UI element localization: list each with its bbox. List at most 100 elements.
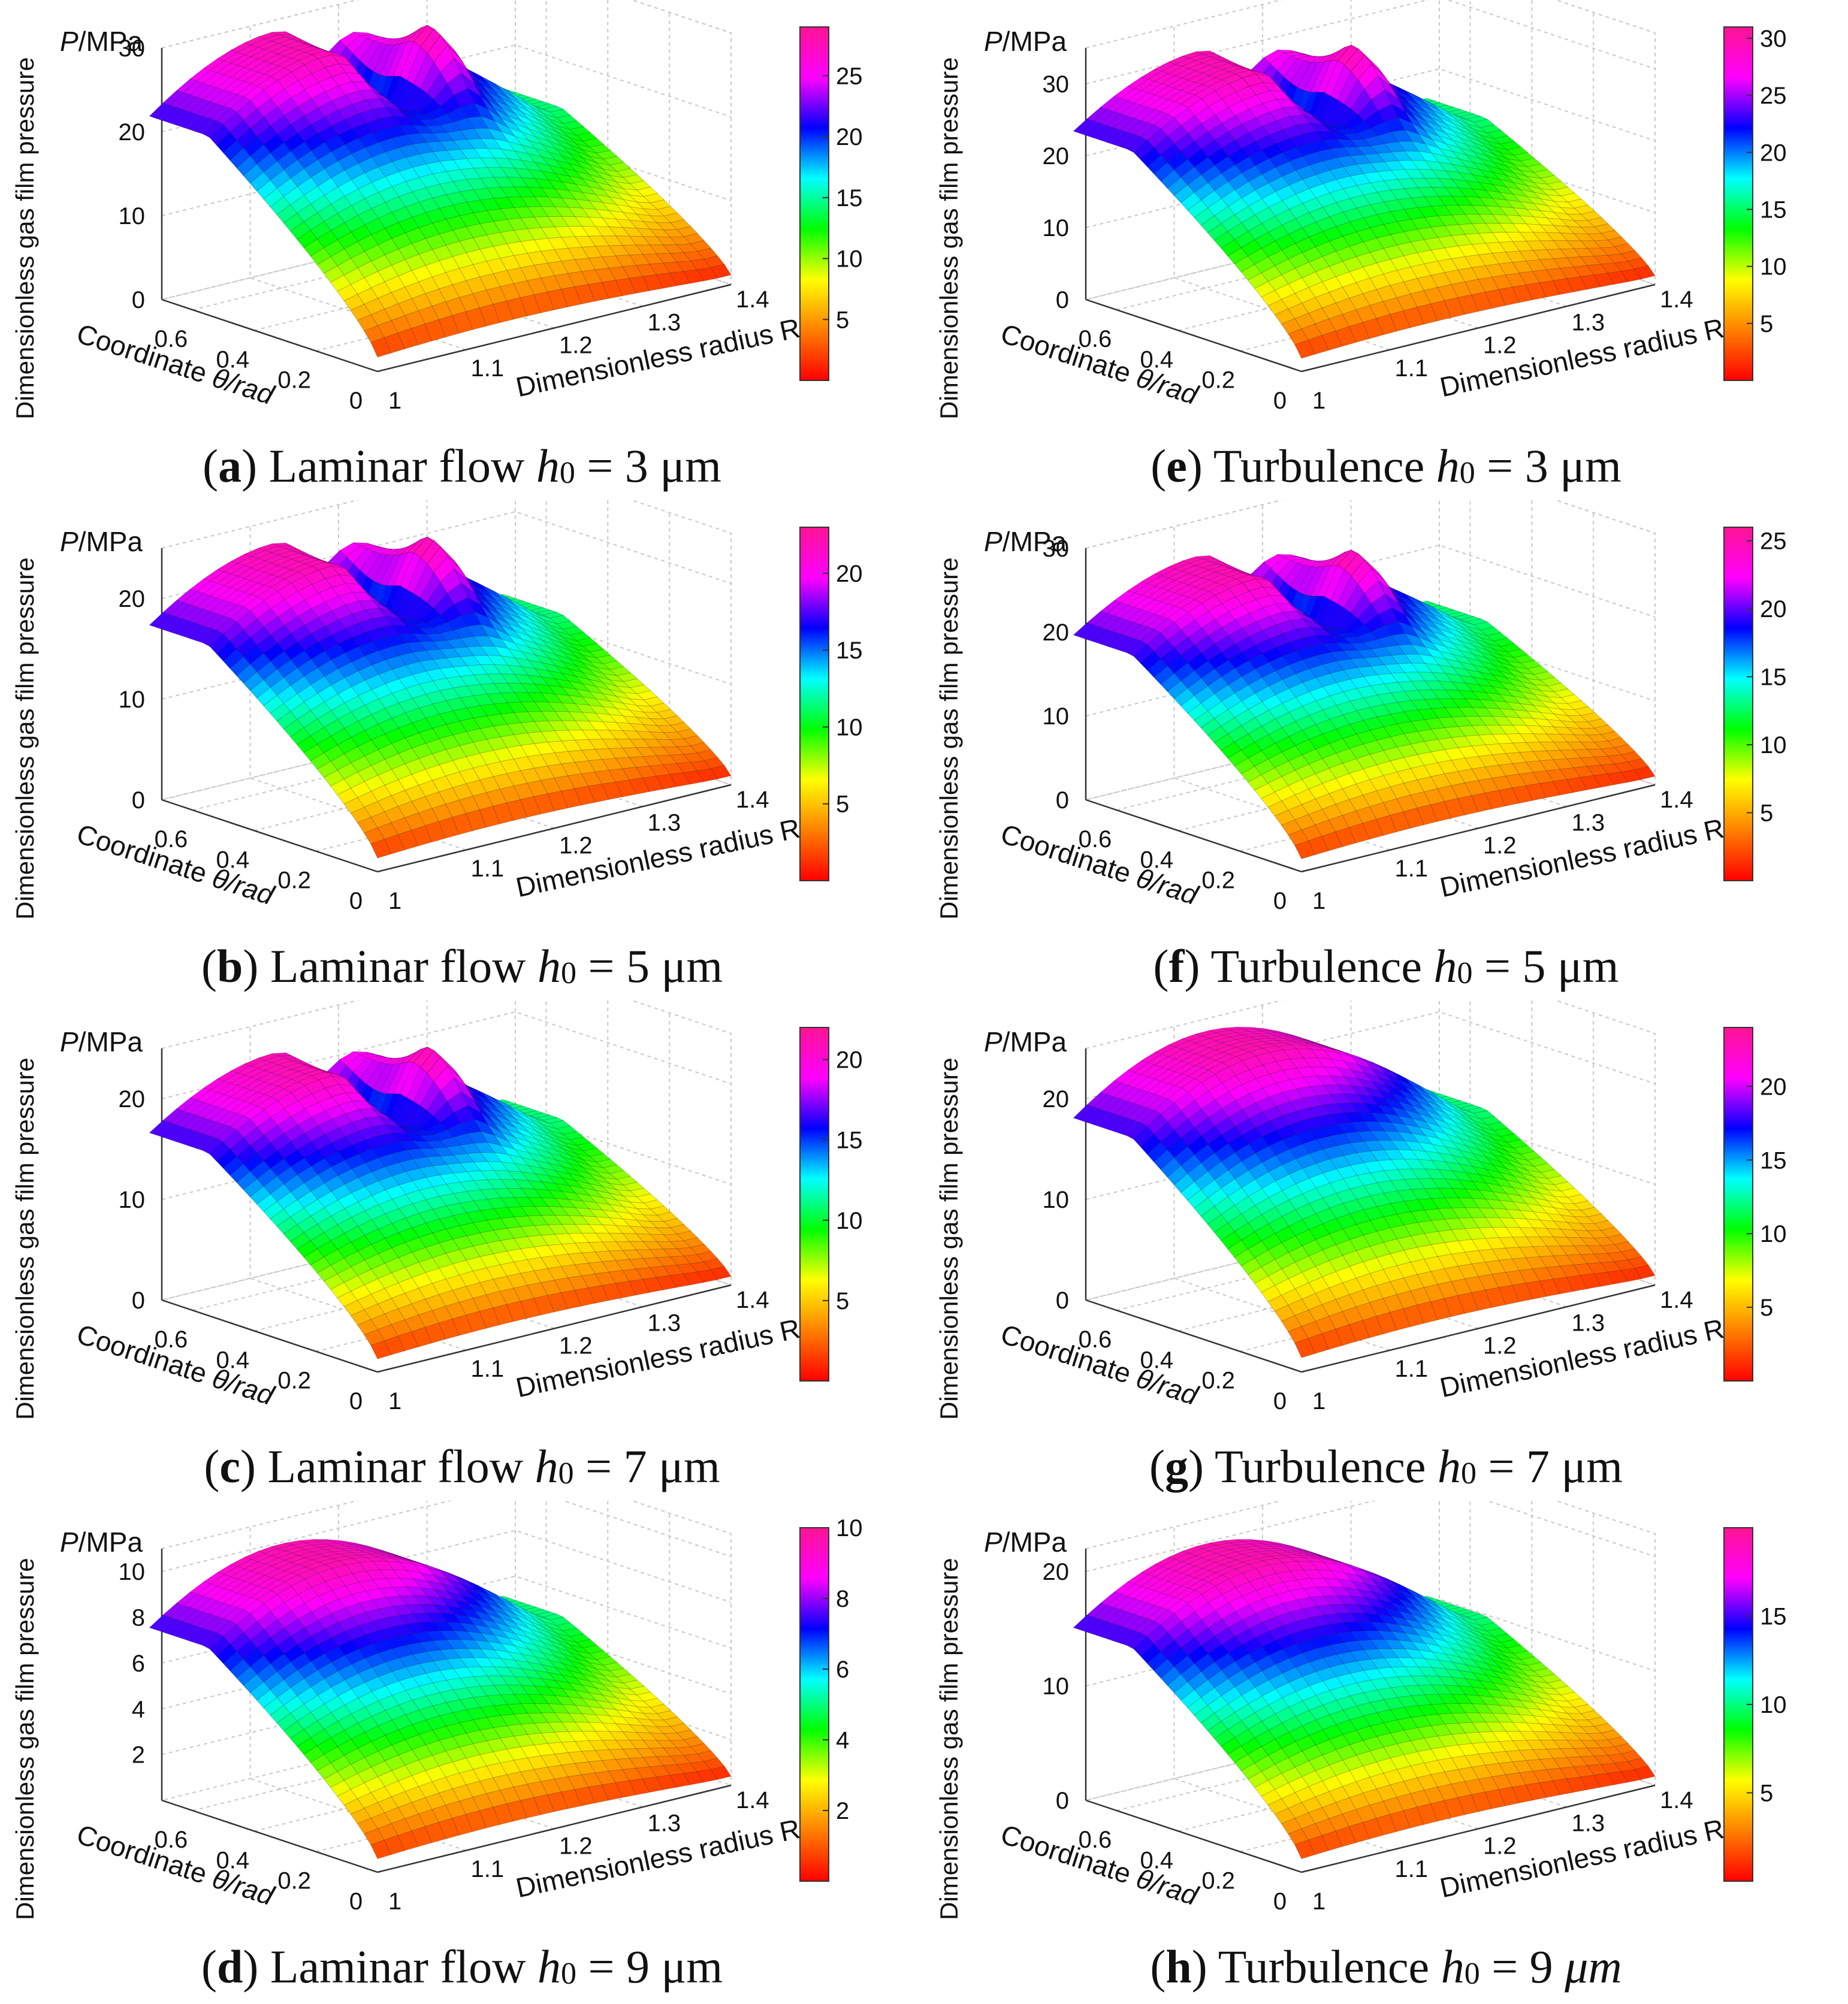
r-tick-label: 1: [388, 888, 401, 914]
colorbar: 5 10 15 20 25: [1724, 527, 1787, 881]
r-tick-label: 1.3: [1572, 309, 1605, 335]
r-tick-label: 1.3: [648, 809, 681, 836]
theta-tick-label: 0.2: [1201, 367, 1235, 394]
theta-tick-label: 0.2: [277, 868, 311, 894]
colorbar-tick-label: 10: [1760, 254, 1787, 280]
colorbar-tick-label: 25: [836, 63, 863, 89]
r-tick-label: 1.1: [1395, 355, 1429, 382]
surface-plot-b: 0102011.11.21.31.400.20.40.6P/MPaDimensi…: [0, 500, 924, 932]
r-tick-label: 1.3: [1572, 809, 1605, 836]
r-tick-label: 1.2: [559, 1333, 593, 1359]
r-tick-label: 1.2: [1483, 833, 1517, 859]
caption-c: (c) Laminar flow h0 = 7 μm: [0, 1437, 924, 1497]
colorbar-tick-label: 5: [836, 1288, 849, 1314]
theta-tick-label: 0.2: [277, 367, 311, 394]
caption-e: (e) Turbulence h0 = 3 μm: [924, 436, 1848, 496]
z-gridline: [162, 0, 731, 48]
colorbar-tick-label: 15: [836, 1128, 863, 1154]
z-tick-label: 20: [1043, 143, 1070, 170]
r-tick-label: 1.3: [648, 1310, 681, 1336]
z-axis-label: P/MPa: [60, 26, 143, 57]
colorbar-tick-label: 15: [1760, 664, 1787, 691]
y-axis-label: Dimensionless gas film pressure: [935, 57, 963, 419]
pressure-surface: [1073, 45, 1655, 358]
z-tick-label: 0: [1056, 787, 1069, 814]
z-tick-label: 10: [1043, 215, 1070, 241]
theta-tick-label: 0: [349, 888, 363, 914]
colorbar-tick-label: 10: [836, 714, 863, 740]
colorbar-ramp: [800, 27, 829, 380]
z-tick-label: 10: [1043, 703, 1070, 730]
r-tick-label: 1.3: [648, 309, 681, 335]
z-tick-label: 0: [132, 787, 145, 814]
colorbar-ramp: [800, 527, 829, 881]
z-tick-label: 10: [119, 1187, 146, 1213]
r-tick-label: 1: [388, 388, 401, 414]
colorbar-tick-label: 25: [1760, 528, 1787, 555]
theta-tick-label: 0.2: [277, 1368, 311, 1394]
pressure-surface: [149, 1047, 731, 1359]
r-tick-label: 1.1: [471, 1356, 505, 1382]
colorbar-tick-label: 15: [836, 637, 863, 664]
y-axis-label: Dimensionless gas film pressure: [11, 557, 39, 920]
r-tick-label: 1: [388, 1388, 401, 1414]
z-tick-label: 20: [1043, 619, 1070, 646]
colorbar-tick-label: 10: [836, 1208, 863, 1234]
z-tick-label: 10: [119, 203, 146, 229]
r-tick-label: 1: [1312, 888, 1325, 914]
r-tick-label: 1: [1312, 388, 1325, 414]
r-tick-label: 1.1: [471, 856, 505, 882]
surface-plot-c: 0102011.11.21.31.400.20.40.6P/MPaDimensi…: [0, 1001, 924, 1432]
colorbar-ramp: [1724, 27, 1753, 380]
theta-tick-label: 0: [1273, 888, 1287, 914]
colorbar-tick-label: 20: [836, 1047, 863, 1074]
caption-f: (f) Turbulence h0 = 5 μm: [924, 936, 1848, 996]
theta-tick-label: 0: [349, 388, 363, 414]
r-tick-label: 1.2: [1483, 333, 1517, 359]
colorbar: 5 10 15 20: [800, 1027, 863, 1381]
z-axis-label: P/MPa: [984, 526, 1067, 557]
z-gridline: [1086, 500, 1655, 548]
colorbar-tick-label: 15: [1760, 197, 1787, 223]
colorbar-tick-label: 5: [1760, 800, 1773, 827]
r-tick-label: 1.1: [1395, 856, 1429, 882]
pressure-surface: [1073, 1027, 1655, 1358]
theta-tick-label: 0.2: [1201, 868, 1235, 894]
pressure-surface: [149, 537, 731, 858]
colorbar-tick-label: 20: [1760, 596, 1787, 622]
z-tick-label: 0: [1056, 287, 1069, 313]
colorbar-tick-label: 10: [1760, 732, 1787, 758]
colorbar-tick-label: 5: [836, 307, 849, 333]
colorbar-tick-label: 10: [836, 246, 863, 273]
r-tick-label: 1.4: [736, 286, 769, 313]
y-axis-label: Dimensionless gas film pressure: [11, 57, 39, 419]
z-axis-label: P/MPa: [984, 26, 1067, 57]
z-axis-label: P/MPa: [60, 1026, 143, 1057]
colorbar-ramp: [1724, 527, 1753, 881]
r-tick-label: 1.4: [1660, 787, 1693, 813]
z-tick-label: 0: [132, 287, 145, 313]
surface-plot-g: 0102011.11.21.31.400.20.40.6P/MPaDimensi…: [924, 1001, 1848, 1432]
colorbar-tick-label: 25: [1760, 83, 1787, 109]
colorbar-tick-label: 20: [1760, 140, 1787, 166]
r-tick-label: 1.2: [559, 333, 593, 359]
y-axis-label: Dimensionless gas film pressure: [935, 557, 963, 920]
z-tick-label: 20: [119, 586, 146, 612]
r-tick-label: 1.1: [471, 355, 505, 382]
z-tick-label: 10: [119, 687, 146, 713]
theta-tick-label: 0: [1273, 388, 1287, 414]
colorbar-tick-label: 20: [836, 561, 863, 587]
r-tick-label: 1.4: [1660, 286, 1693, 313]
z-tick-label: 0: [132, 1287, 145, 1314]
colorbar-tick-label: 15: [836, 185, 863, 211]
colorbar-ramp: [800, 1027, 829, 1381]
r-tick-label: 1.4: [736, 1287, 769, 1313]
